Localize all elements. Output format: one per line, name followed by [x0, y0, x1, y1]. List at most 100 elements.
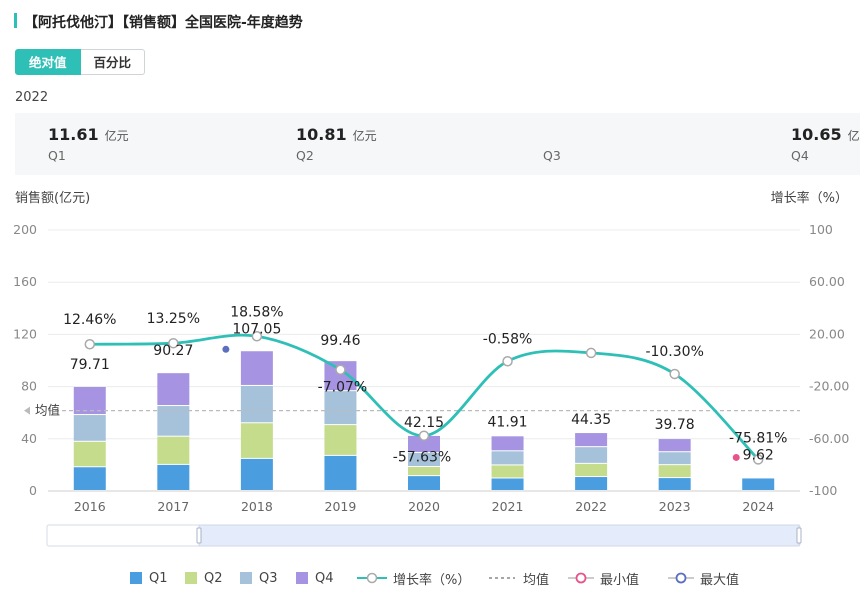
quarter-value: 11.61 — [48, 125, 99, 144]
sales-growth-chart: 销售额(亿元) 增长率（%） 0 -100 40 -60.00 80 -20.00 120 20.… — [13, 190, 849, 547]
legend-item-q4[interactable]: Q4 — [296, 566, 334, 590]
quarter-value: 10.81 — [296, 125, 347, 144]
bar-segment-q2[interactable] — [658, 465, 691, 478]
quarter-unit: 亿 — [847, 129, 860, 143]
legend-item-mean[interactable]: 均值 — [489, 566, 549, 590]
quarter-unit: 亿元 — [352, 129, 377, 143]
zoom-slider-handle-right[interactable] — [796, 527, 802, 544]
bar-total-label: 79.71 — [70, 357, 110, 373]
bar-total-label: 41.91 — [488, 414, 528, 430]
bar-segment-q3[interactable] — [324, 391, 357, 425]
bar-total-label: 99.46 — [320, 333, 360, 349]
legend-item-q1[interactable]: Q1 — [130, 566, 168, 590]
bar-segment-q1[interactable] — [408, 476, 440, 490]
left-tick-label: 0 — [29, 483, 37, 498]
left-tick-label: 80 — [21, 379, 37, 394]
quarter-label: Q3 — [543, 148, 561, 163]
bar-segment-q1[interactable] — [491, 478, 524, 490]
bar-total-label: 44.35 — [571, 412, 611, 428]
right-tick-label: 20.00 — [809, 326, 845, 341]
x-tick-label: 2016 — [74, 499, 106, 514]
tab-percentage[interactable]: 百分比 — [80, 49, 146, 75]
bar-segment-q2[interactable] — [324, 425, 357, 455]
right-tick-label: 100 — [809, 222, 833, 237]
quarter-card-q2: 10.81 亿元 Q2 — [296, 125, 377, 163]
growth-rate-label: -75.81% — [729, 430, 787, 446]
bar-segment-q2[interactable] — [408, 466, 440, 476]
growth-rate-point[interactable] — [502, 356, 513, 367]
tab-absolute-value[interactable]: 绝对值 — [15, 49, 81, 75]
legend-label: Q4 — [315, 570, 334, 586]
selected-year-label: 2022 — [15, 90, 49, 105]
bar-segment-q2[interactable] — [491, 465, 524, 478]
bar-segment-q3[interactable] — [73, 415, 106, 441]
line-circle-icon — [357, 572, 387, 584]
bar-segment-q2[interactable] — [575, 463, 608, 477]
legend-item-q3[interactable]: Q3 — [240, 566, 278, 590]
quarter-card-q4: 10.65 亿 Q4 — [791, 125, 860, 163]
legend-swatch — [296, 572, 308, 584]
quarter-card-q1: 11.61 亿元 Q1 — [48, 125, 129, 163]
growth-rate-label: -0.58% — [483, 331, 533, 347]
bar-total-label: 107.05 — [232, 321, 281, 337]
legend-label: Q3 — [259, 570, 278, 586]
left-tick-label: 40 — [21, 431, 37, 446]
right-tick-label: -60.00 — [809, 431, 849, 446]
bar-segment-q1[interactable] — [658, 478, 691, 490]
growth-rate-point[interactable] — [84, 338, 96, 350]
legend-item-growth-rate[interactable]: 增长率（%） — [357, 566, 470, 590]
right-tick-label: -100 — [809, 483, 837, 498]
bar-segment-q4[interactable] — [491, 436, 524, 451]
legend-item-q2[interactable]: Q2 — [185, 566, 223, 590]
legend-label: 均值 — [523, 572, 550, 588]
bar-segment-q1[interactable] — [157, 464, 190, 490]
bar-segment-q1[interactable] — [324, 455, 357, 490]
bar-segment-q1[interactable] — [73, 467, 106, 490]
legend-swatch — [130, 572, 142, 584]
growth-rate-point[interactable] — [251, 331, 263, 342]
bar-segment-q3[interactable] — [240, 385, 273, 423]
growth-rate-point[interactable] — [669, 368, 680, 380]
bar-segment-q3[interactable] — [491, 451, 524, 465]
zoom-slider-handle-left[interactable] — [196, 527, 202, 544]
bar-total-label: 42.15 — [404, 415, 444, 431]
bar-segment-q1[interactable] — [742, 478, 775, 490]
bar-segment-q4[interactable] — [73, 386, 106, 415]
bar-segment-q1[interactable] — [240, 458, 273, 490]
growth-rate-point[interactable] — [418, 430, 430, 441]
left-axis-title: 销售额(亿元) — [15, 190, 90, 206]
growth-rate-label: -57.63% — [393, 450, 451, 466]
quarter-unit: 亿元 — [104, 129, 129, 143]
bar-segment-q3[interactable] — [575, 447, 608, 463]
growth-rate-point[interactable] — [752, 454, 764, 465]
view-mode-tabs: 绝对值 百分比 — [15, 49, 146, 75]
growth-rate-label: -10.30% — [645, 344, 703, 360]
legend-item-max[interactable]: 最大值 — [668, 566, 739, 590]
min-value-marker — [732, 453, 740, 461]
quarter-label: Q4 — [791, 148, 809, 163]
quarter-value: 10.65 — [791, 125, 842, 144]
legend-item-min[interactable]: 最小值 — [568, 566, 639, 590]
bar-segment-q2[interactable] — [157, 436, 190, 464]
mean-label: 均值 — [35, 403, 60, 418]
bar-segment-q4[interactable] — [658, 439, 691, 452]
quarter-label: Q2 — [296, 148, 314, 163]
bar-segment-q3[interactable] — [408, 453, 440, 466]
page-title: 【阿托伐他汀】【销售额】全国医院-年度趋势 — [24, 15, 303, 31]
bar-segment-q3[interactable] — [658, 452, 691, 465]
bar-segment-q2[interactable] — [73, 441, 106, 467]
bar-segment-q4[interactable] — [157, 373, 190, 406]
x-tick-label: 2024 — [742, 499, 774, 514]
bar-segment-q4[interactable] — [240, 351, 273, 385]
growth-rate-point[interactable] — [335, 364, 346, 375]
mean-marker-arrow — [24, 406, 30, 415]
growth-rate-point[interactable] — [585, 347, 597, 359]
bar-segment-q1[interactable] — [575, 477, 608, 490]
bar-total-label: 90.27 — [153, 343, 193, 359]
growth-rate-point[interactable] — [168, 337, 179, 349]
zoom-slider-window[interactable] — [198, 524, 800, 547]
bar-segment-q4[interactable] — [408, 435, 440, 453]
bar-segment-q4[interactable] — [575, 433, 608, 447]
bar-segment-q2[interactable] — [240, 423, 273, 458]
quarter-summary-panel: 11.61 亿元 Q1 10.81 亿元 Q2 Q3 10.65 亿 Q4 — [15, 113, 860, 175]
